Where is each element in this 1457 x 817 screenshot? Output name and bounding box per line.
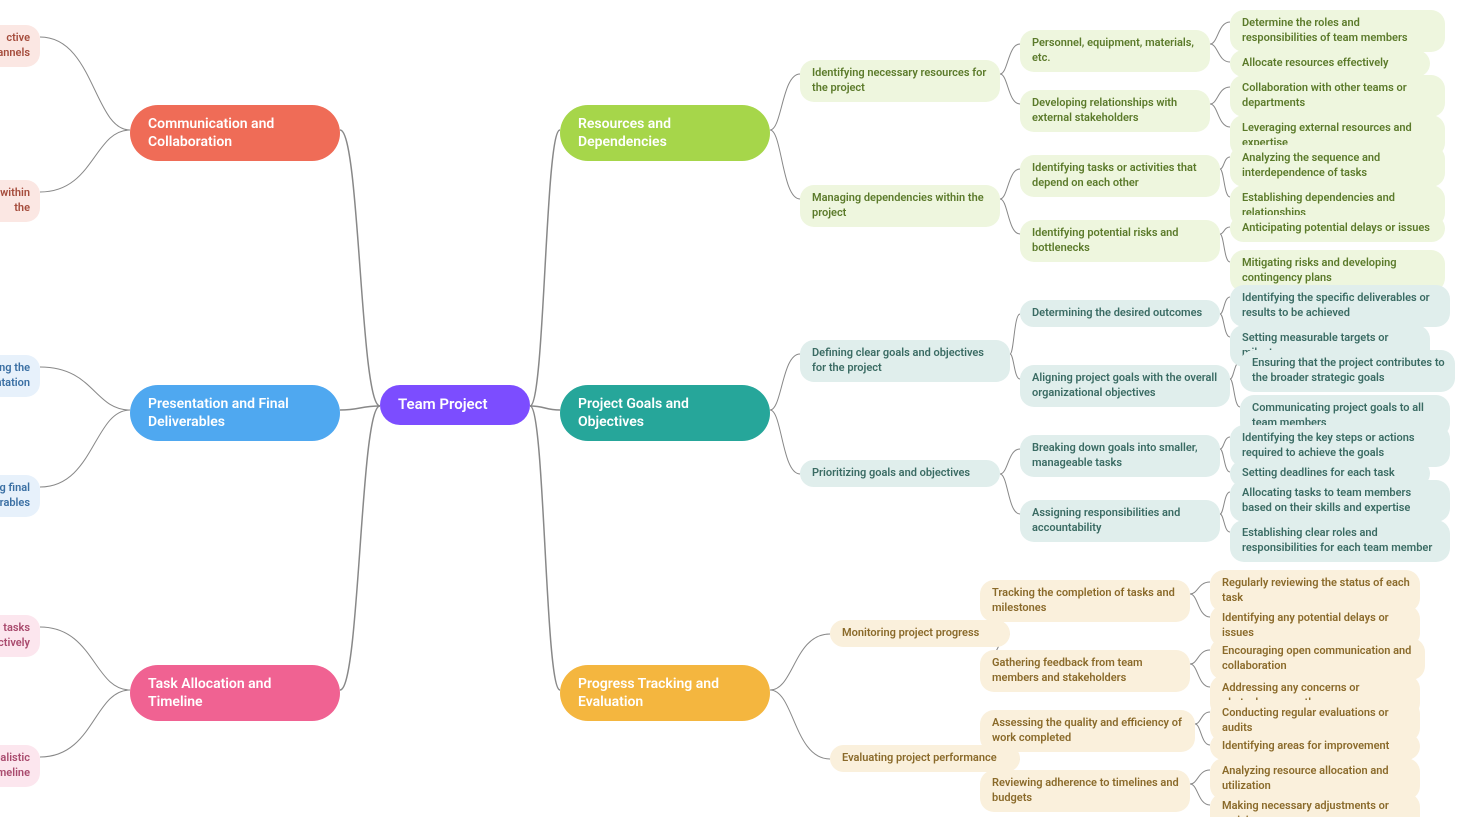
leaf-node[interactable]: ration within the bbox=[0, 180, 40, 222]
leaf-node[interactable]: Establishing clear roles and responsibil… bbox=[1230, 520, 1450, 562]
leaf-node[interactable]: Defining clear goals and objectives for … bbox=[800, 340, 1010, 382]
leaf-node[interactable]: Determine the roles and responsibilities… bbox=[1230, 10, 1445, 52]
leaf-node[interactable]: ctive channels bbox=[0, 25, 40, 67]
leaf-node[interactable]: Identifying tasks or activities that dep… bbox=[1020, 155, 1220, 197]
leaf-node[interactable]: Ensuring that the project contributes to… bbox=[1240, 350, 1455, 392]
leaf-node[interactable]: Developing relationships with external s… bbox=[1020, 90, 1210, 132]
leaf-node[interactable]: Determining the desired outcomes bbox=[1020, 300, 1220, 327]
leaf-node[interactable]: Identifying the specific deliverables or… bbox=[1230, 285, 1450, 327]
leaf-node[interactable]: Aligning project goals with the overall … bbox=[1020, 365, 1230, 407]
leaf-node[interactable]: Identifying areas for improvement bbox=[1210, 733, 1420, 760]
leaf-node[interactable]: Personnel, equipment, materials, etc. bbox=[1020, 30, 1210, 72]
leaf-node[interactable]: Encouraging open communication and colla… bbox=[1210, 638, 1425, 680]
leaf-node[interactable]: Making necessary adjustments or revision… bbox=[1210, 793, 1420, 817]
leaf-node[interactable]: Monitoring project progress bbox=[830, 620, 1010, 647]
leaf-node[interactable]: g a realistic timeline bbox=[0, 745, 40, 787]
leaf-node[interactable]: Allocate resources effectively bbox=[1230, 50, 1430, 77]
leaf-node[interactable]: Tracking the completion of tasks and mil… bbox=[980, 580, 1190, 622]
leaf-node[interactable]: Prioritizing goals and objectives bbox=[800, 460, 1000, 487]
leaf-node[interactable]: Identifying potential risks and bottlene… bbox=[1020, 220, 1220, 262]
leaf-node[interactable]: Anticipating potential delays or issues bbox=[1230, 215, 1445, 242]
leaf-node[interactable]: Gathering feedback from team members and… bbox=[980, 650, 1190, 692]
leaf-node[interactable]: Reviewing adherence to timelines and bud… bbox=[980, 770, 1190, 812]
leaf-node[interactable]: Analyzing the sequence and interdependen… bbox=[1230, 145, 1445, 187]
leaf-node[interactable]: Breaking down goals into smaller, manage… bbox=[1020, 435, 1220, 477]
mindmap-canvas: Team Project Resources and Dependencies Id… bbox=[0, 0, 1457, 817]
leaf-node[interactable]: Assessing the quality and efficiency of … bbox=[980, 710, 1195, 752]
leaf-node[interactable]: ing tasks effectively bbox=[0, 615, 40, 657]
leaf-node[interactable]: Allocating tasks to team members based o… bbox=[1230, 480, 1450, 522]
branch-node[interactable]: Progress Tracking and Evaluation bbox=[560, 665, 770, 721]
root-node[interactable]: Team Project bbox=[380, 385, 530, 425]
leaf-node[interactable]: Assigning responsibilities and accountab… bbox=[1020, 500, 1220, 542]
leaf-node[interactable]: Managing dependencies within the project bbox=[800, 185, 1000, 227]
branch-node[interactable]: Task Allocation and Timeline bbox=[130, 665, 340, 721]
leaf-node[interactable]: ing the presentation bbox=[0, 355, 40, 397]
branch-node[interactable]: Communication and Collaboration bbox=[130, 105, 340, 161]
branch-node[interactable]: Project Goals and Objectives bbox=[560, 385, 770, 441]
leaf-node[interactable]: ng final deliverables bbox=[0, 475, 40, 517]
leaf-node[interactable]: Identifying necessary resources for the … bbox=[800, 60, 1000, 102]
branch-node[interactable]: Resources and Dependencies bbox=[560, 105, 770, 161]
branch-node[interactable]: Presentation and Final Deliverables bbox=[130, 385, 340, 441]
leaf-node[interactable]: Collaboration with other teams or depart… bbox=[1230, 75, 1445, 117]
